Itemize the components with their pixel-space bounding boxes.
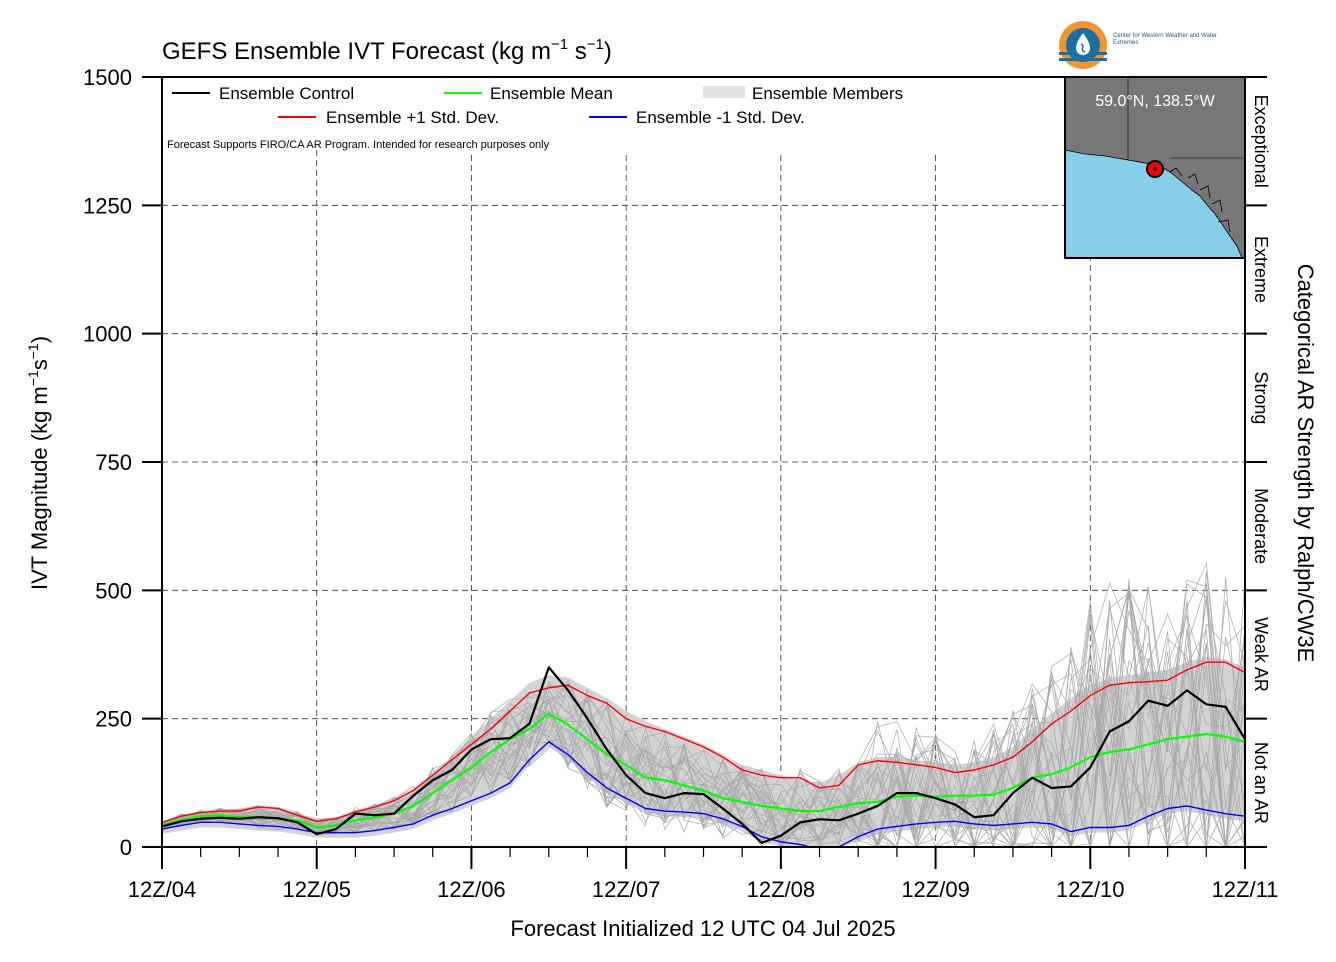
minus-std-line (162, 741, 1245, 847)
x-tick-label: 12Z/05 (282, 877, 351, 902)
ensemble-member-line (162, 667, 1245, 847)
category-labels: Not an AR Weak AR Moderate Strong Extreme Exc… (1251, 95, 1271, 824)
cw3e-logo-icon (1059, 21, 1107, 69)
ensemble-member-line (162, 599, 1245, 847)
legend-members-swatch (703, 86, 745, 98)
spread-area (162, 657, 1245, 847)
ensemble-spread-band (162, 657, 1245, 847)
x-tick-label: 12Z/06 (437, 877, 506, 902)
location-inset-map: 59.0°N, 138.5°W (1064, 76, 1246, 259)
ensemble-member-line (162, 623, 1245, 847)
x-tick-label: 12Z/09 (901, 877, 970, 902)
legend-control-label: Ensemble Control (219, 84, 354, 103)
x-axis-label: Forecast Initialized 12 UTC 04 Jul 2025 (510, 916, 895, 941)
category-label: Strong (1251, 371, 1271, 424)
y-tick-label: 1000 (83, 322, 132, 347)
legend-minus-std-label: Ensemble -1 Std. Dev. (636, 108, 805, 127)
inset-ocean (1064, 149, 1243, 259)
y-tick-label: 250 (95, 707, 132, 732)
x-tick-label: 12Z/11 (1212, 877, 1279, 902)
legend-mean-label: Ensemble Mean (490, 84, 613, 103)
category-label: Weak AR (1251, 617, 1271, 692)
plus-std-line (162, 661, 1245, 824)
y-tick-label: 1250 (83, 193, 132, 218)
category-label: Exceptional (1251, 95, 1271, 188)
grid-lines (162, 150, 1245, 847)
mean-line (162, 712, 1245, 829)
legend-members-label: Ensemble Members (752, 84, 903, 103)
y-axis-label: IVT Magnitude (kg m−1s−1) (25, 336, 52, 590)
y-tick-label: 750 (95, 450, 132, 475)
x-tick-label: 12Z/07 (592, 877, 661, 902)
control-line (162, 666, 1245, 844)
y-tick-label: 500 (95, 578, 132, 603)
x-tick-label: 12Z/10 (1056, 877, 1125, 902)
chart-title: GEFS Ensemble IVT Forecast (kg m−1 s−1) (162, 36, 612, 65)
x-tick-label: 12Z/08 (747, 877, 816, 902)
ensemble-member-line (162, 616, 1245, 847)
ensemble-member-line (162, 591, 1245, 847)
category-label: Not an AR (1251, 742, 1271, 824)
series-lines (162, 661, 1245, 847)
axis-ticks: 0 250 500 750 1000 1250 1500 12Z/04 12Z/05 12Z/06… (83, 65, 1278, 902)
y-tick-label: 1500 (83, 65, 132, 90)
x-tick-label: 12Z/04 (128, 877, 197, 902)
ensemble-member-line (162, 636, 1245, 847)
legend-plus-std-label: Ensemble +1 Std. Dev. (326, 108, 499, 127)
category-label: Moderate (1251, 488, 1271, 564)
y-tick-label: 0 (120, 835, 132, 860)
inset-location-label: 59.0°N, 138.5°W (1095, 93, 1215, 110)
category-label: Extreme (1251, 236, 1271, 303)
logo-caption: Center for Western Weather and Water Ext… (1113, 33, 1217, 46)
research-note: Forecast Supports FIRO/CA AR Program. In… (167, 139, 550, 151)
legend: Ensemble Control Ensemble Mean Ensemble … (167, 84, 903, 151)
ensemble-member-line (162, 578, 1245, 847)
right-axis-label: Categorical AR Strength by Ralph/CW3E (1293, 264, 1318, 663)
